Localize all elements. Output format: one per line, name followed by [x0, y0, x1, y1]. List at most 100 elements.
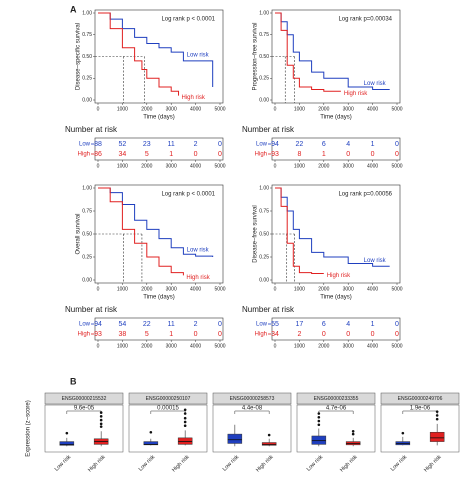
x-tick-label: 5000	[214, 106, 225, 112]
x-tick-label: 3000	[166, 106, 177, 112]
risk-count: 0	[218, 331, 222, 338]
y-tick-label: 0.50	[259, 231, 269, 237]
risk-count: 1	[169, 331, 173, 338]
risk-count: 0	[346, 331, 350, 338]
x-tick-label: 0	[97, 106, 100, 112]
risk-count: 55	[271, 321, 279, 328]
annotation: Log rank p < 0.0001	[161, 17, 215, 23]
risk-table-frame	[94, 317, 224, 341]
y-tick-label: 1.00	[82, 185, 92, 191]
risk-row-label: Low	[256, 322, 268, 328]
x-tick-label: 1000	[117, 343, 128, 349]
risk-table-frame	[271, 317, 401, 341]
outlier	[99, 411, 103, 414]
risk-count: 0	[322, 331, 326, 338]
outlier	[99, 415, 103, 418]
survival-curve	[98, 187, 214, 257]
risk-count: 34	[271, 331, 279, 338]
x-tick-label: 3000	[343, 163, 354, 169]
x-tick-label: 0	[274, 163, 277, 169]
y-tick-label: 0.00	[82, 277, 92, 283]
x-tick-label: 0	[274, 286, 277, 292]
x-tick-label: 5000	[391, 106, 402, 112]
outlier	[317, 419, 321, 423]
risk-count: 88	[94, 141, 102, 148]
survival-curve	[275, 187, 324, 275]
y-tick-label: 0.00	[259, 97, 269, 103]
facet-strip	[380, 392, 460, 405]
risk-count: 0	[194, 151, 198, 158]
x-tick-label: 4000	[190, 163, 201, 169]
x-tick-label: 4000	[367, 163, 378, 169]
risk-count: 0	[371, 331, 375, 338]
x-tick-label: 3000	[343, 343, 354, 349]
annotation: Log rank p < 0.0001	[161, 192, 215, 198]
risk-count: 0	[395, 141, 399, 148]
x-tick-label: 4000	[190, 286, 201, 292]
y-tick-label: 1.00	[259, 185, 269, 191]
risk-count: 0	[218, 151, 222, 158]
risk-count: 94	[94, 321, 102, 328]
x-tick-label: 0	[274, 343, 277, 349]
annotation: Log rank p=0.00056	[338, 192, 392, 198]
outlier	[435, 410, 439, 413]
y-tick-label: 1.00	[259, 10, 269, 16]
outlier	[317, 415, 321, 419]
risk-count: 0	[395, 321, 399, 328]
x-tick-label: High risk	[339, 454, 359, 474]
outlier	[351, 430, 355, 433]
x-axis-label: Time (days)	[143, 115, 174, 121]
x-tick-label: 5000	[214, 343, 225, 349]
box	[227, 433, 243, 444]
facet-strip	[296, 392, 376, 405]
survival-curve	[98, 12, 214, 87]
facet-title: ENSG00000249706	[398, 396, 443, 402]
panel-label: A	[70, 4, 77, 14]
risk-count: 6	[322, 141, 326, 148]
survival-curve	[275, 12, 390, 91]
p-value: 9.6e-05	[74, 406, 95, 412]
box	[143, 441, 159, 446]
risk-count: 94	[271, 141, 279, 148]
box	[59, 441, 75, 446]
x-tick-label: 1000	[294, 106, 305, 112]
x-axis-label: Time (days)	[320, 295, 351, 301]
facet-title: ENSG00000233355	[314, 396, 359, 402]
x-tick-label: 3000	[343, 106, 354, 112]
legend-label: High risk	[344, 91, 368, 97]
outlier	[435, 414, 439, 417]
x-tick-label: 3000	[166, 343, 177, 349]
y-tick-label: 0.00	[82, 97, 92, 103]
x-tick-label: 4000	[190, 106, 201, 112]
risk-row-label: Low	[256, 142, 268, 148]
outlier	[267, 433, 271, 437]
x-tick-label: 1000	[117, 163, 128, 169]
legend-label: High risk	[186, 275, 210, 281]
x-axis-label: Time (days)	[143, 295, 174, 301]
outlier	[317, 423, 321, 427]
risk-count: 54	[119, 321, 127, 328]
p-value: 4.4e-08	[242, 406, 263, 412]
x-tick-label: 1000	[117, 286, 128, 292]
x-tick-label: 2000	[141, 106, 152, 112]
facet-panel	[212, 404, 292, 453]
panel-label: B	[70, 376, 77, 386]
box	[261, 442, 277, 446]
box	[429, 431, 445, 442]
x-tick-label: 0	[97, 343, 100, 349]
outlier	[183, 408, 187, 412]
x-tick-label: 2000	[318, 343, 329, 349]
risk-count: 0	[194, 331, 198, 338]
y-axis-label: Disease−specific survival	[76, 23, 82, 90]
box	[311, 435, 327, 445]
y-tick-label: 0.25	[259, 76, 269, 82]
risk-count: 93	[271, 151, 279, 158]
x-tick-label: 2000	[318, 163, 329, 169]
risk-count: 0	[218, 321, 222, 328]
facet-strip	[212, 392, 292, 405]
y-axis-label: Progression−free survival	[253, 23, 259, 91]
x-tick-label: 0	[274, 106, 277, 112]
x-tick-label: 4000	[367, 286, 378, 292]
risk-row-label: High	[255, 152, 267, 158]
